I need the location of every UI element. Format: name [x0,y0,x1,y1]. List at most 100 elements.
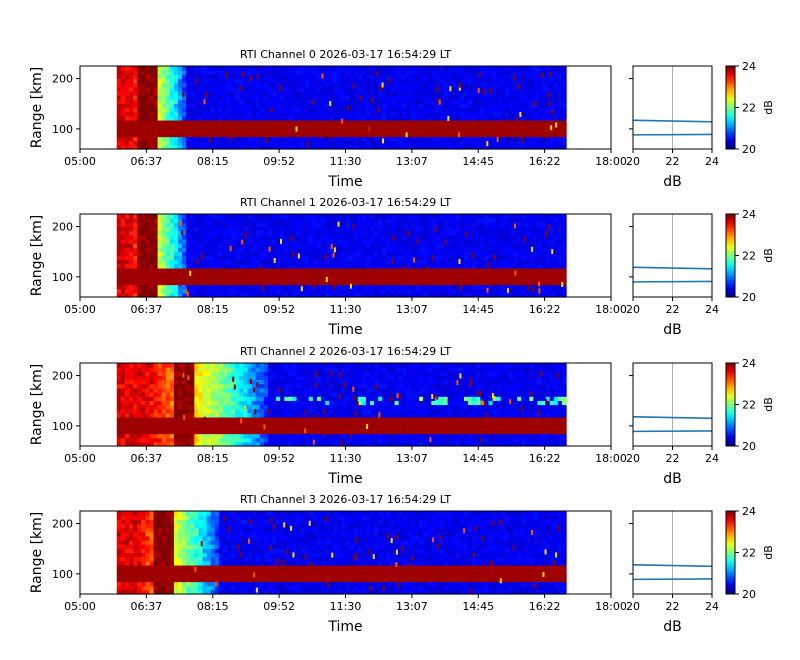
heatmap-cell [227,90,232,96]
heatmap-cell [259,259,265,265]
speckle [517,84,520,89]
heatmap-cell [263,115,269,121]
heatmap-cell [508,284,514,290]
heatmap-cell [345,66,351,71]
heatmap-cell [124,288,130,294]
heatmap-cell [447,119,453,125]
heatmap-cell [182,280,187,286]
heatmap-cell [165,226,171,232]
heatmap-cell [451,66,457,71]
heatmap-cell [169,433,175,439]
heatmap-cell [263,292,269,298]
heatmap-cell [235,144,240,150]
heatmap-cell [182,136,187,142]
heatmap-cell [137,132,142,138]
heatmap-cell [488,140,494,146]
speckle [270,107,273,113]
heatmap-cell [157,66,163,71]
heatmap-cell [255,82,261,88]
heatmap-cell [365,140,371,146]
heatmap-cell [124,276,130,281]
heatmap-cell [300,255,306,261]
heatmap-cell [239,103,244,109]
heatmap-cell [378,263,383,269]
heatmap-cell [214,218,220,223]
heatmap-cell [137,255,142,261]
heatmap-cell [214,292,220,298]
heatmap-cell [178,140,183,146]
heatmap-cell [525,136,530,142]
heatmap-cell [320,144,326,150]
heatmap-cell [218,70,224,75]
heatmap-cell [549,95,555,100]
heatmap-cell [402,222,408,228]
heatmap-cell [394,280,400,286]
heatmap-cell [247,238,253,244]
heatmap-cell [141,222,146,228]
heatmap-cell [329,90,334,96]
heatmap-cell [206,255,212,261]
heatmap-cell [390,243,396,248]
heatmap-cell [419,230,424,236]
heatmap-cell [308,107,314,113]
heatmap-cell [263,124,269,129]
heatmap-cell [165,433,171,439]
heatmap-cell [198,276,204,281]
heatmap-cell [178,90,183,96]
heatmap-cell [386,272,392,277]
heatmap-cell [259,276,265,281]
heatmap-cell [435,226,441,232]
heatmap-cell [137,416,142,422]
heatmap-cell [129,437,134,443]
heatmap-cell [406,86,412,92]
heatmap-cell [370,251,375,257]
heatmap-cell [259,222,265,228]
heatmap-cell [476,284,481,290]
heatmap-cell [333,132,338,138]
heatmap-cell [476,214,481,219]
heatmap-cell [357,128,363,133]
heatmap-cell [512,99,518,104]
heatmap-cell [182,99,187,104]
heatmap-cell [370,272,375,277]
heatmap-cell [553,82,559,88]
speckle [324,254,327,260]
heatmap-cell [365,218,371,223]
heatmap-cell [120,367,126,372]
heatmap-cell [504,90,510,96]
heatmap-cell [423,288,428,294]
heatmap-cell [451,247,457,252]
heatmap-cell [512,276,518,281]
heatmap-cell [374,66,379,71]
heatmap-cell [296,284,302,290]
speckle [201,253,204,259]
speckle [496,136,499,142]
heatmap-cell [357,255,363,261]
heatmap-cell [423,107,428,113]
speckle [225,72,228,78]
heatmap-cell [553,78,559,84]
heatmap-cell [472,276,477,281]
heatmap-cell [149,429,155,435]
heatmap-cell [178,230,183,236]
heatmap-cell [439,267,445,273]
heatmap-cell [329,272,334,277]
heatmap-cell [472,99,477,104]
heatmap-cell [222,140,228,146]
heatmap-cell [259,230,265,236]
heatmap-cell [500,95,506,100]
heatmap-cell [182,292,187,298]
heatmap-cell [341,255,347,261]
heatmap-cell [320,259,326,265]
heatmap-cell [153,363,159,368]
heatmap-cell [145,396,151,401]
heatmap-cell [386,136,392,142]
heatmap-cell [243,288,249,294]
heatmap-cell [451,230,457,236]
heatmap-cell [329,292,334,298]
heatmap-cell [463,226,469,232]
heatmap-cell [280,218,285,223]
heatmap-cell [443,74,449,80]
heatmap-cell [521,132,526,138]
heatmap-cell [468,140,473,146]
